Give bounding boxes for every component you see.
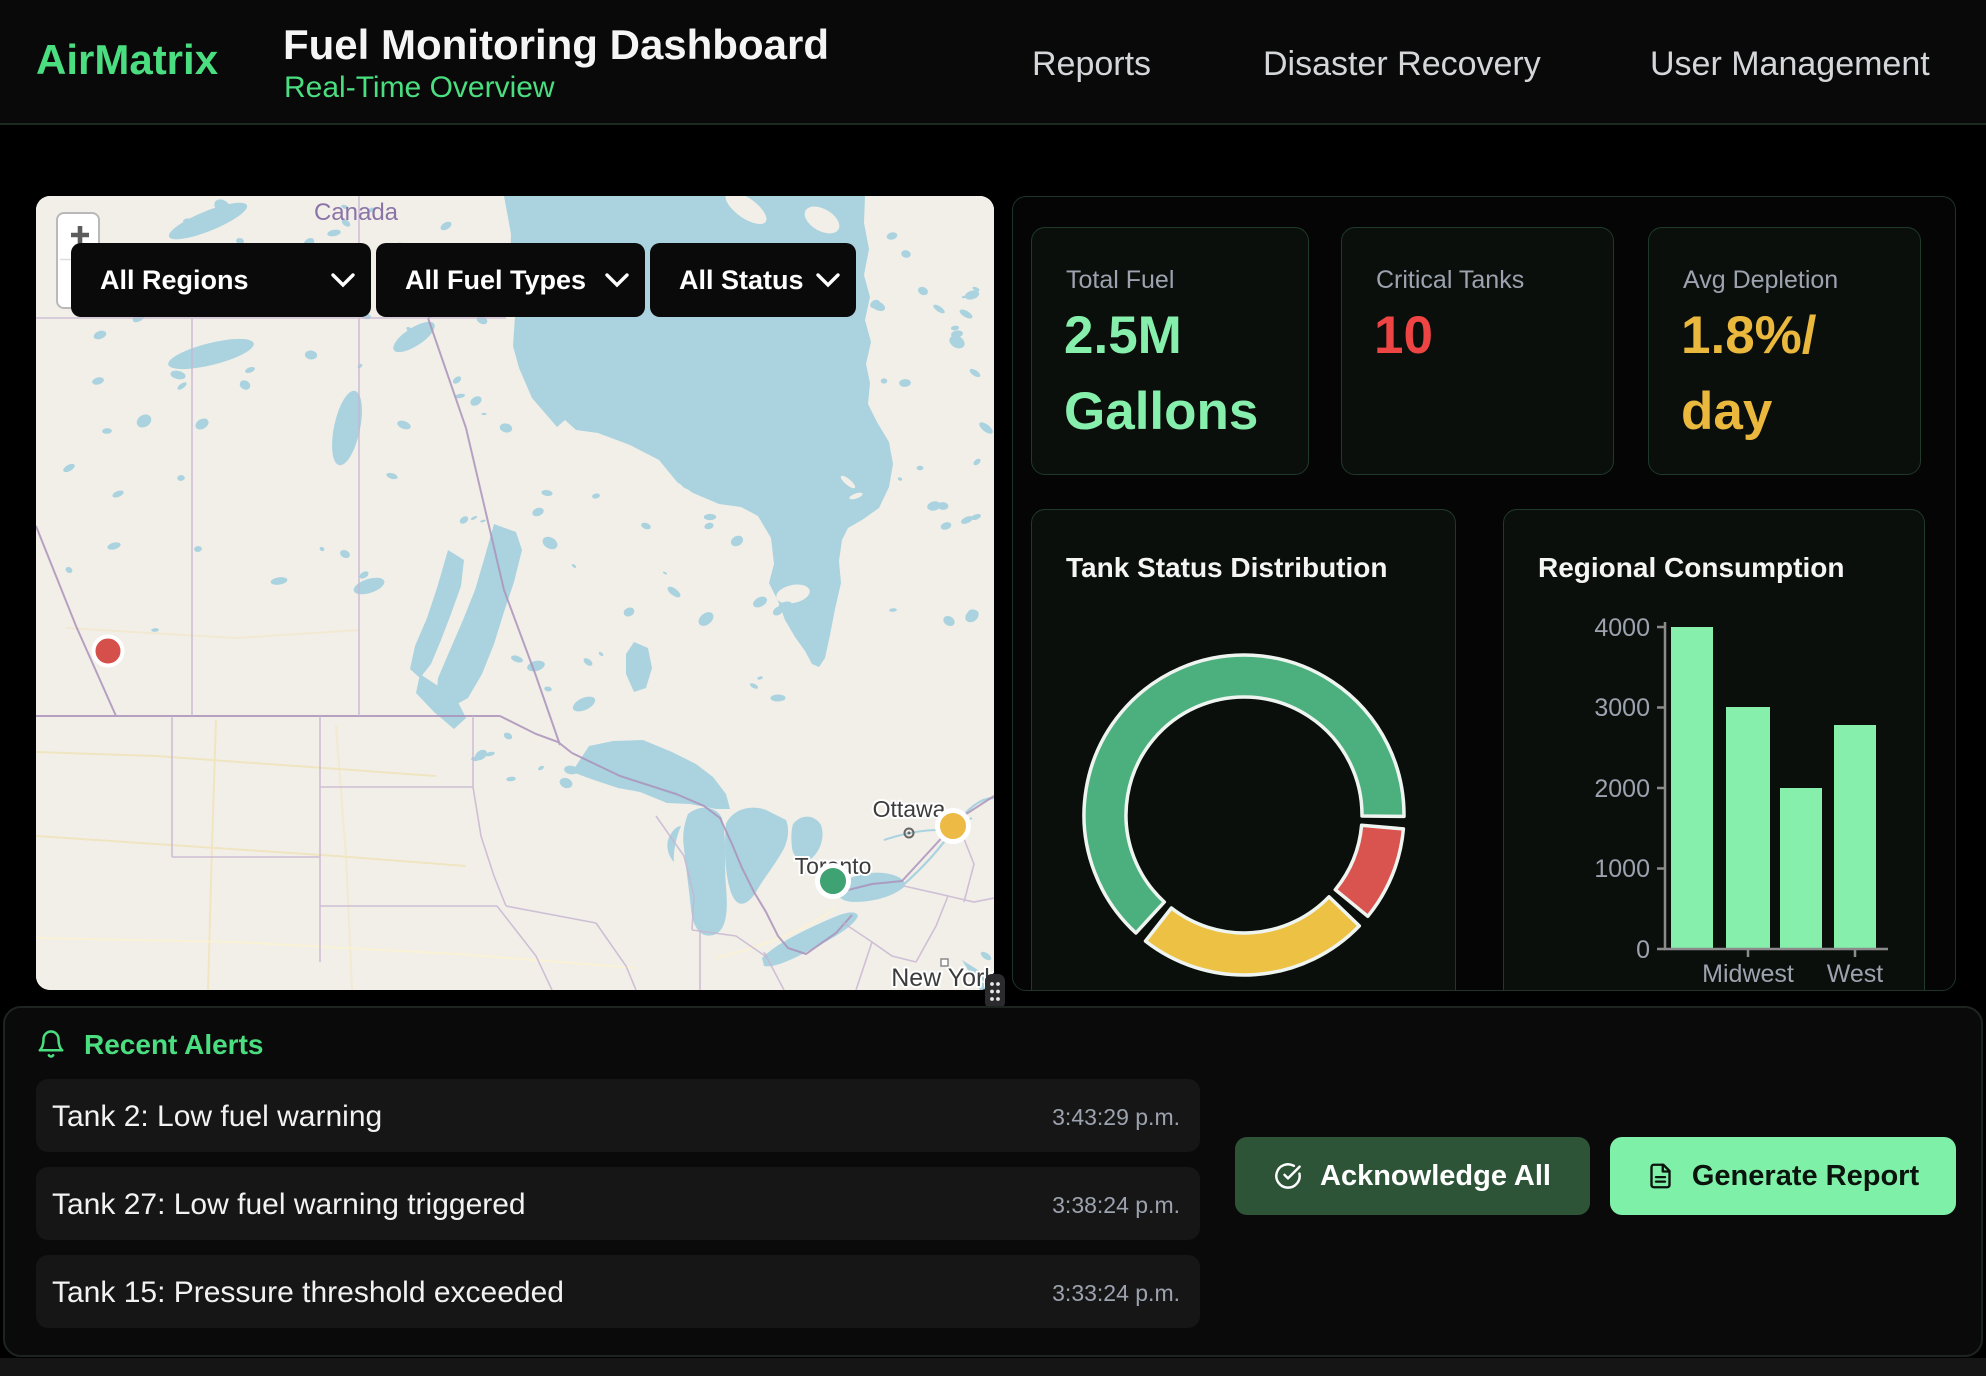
- svg-text:Ottawa: Ottawa: [873, 796, 946, 822]
- svg-text:1000: 1000: [1594, 855, 1650, 883]
- svg-text:3000: 3000: [1594, 694, 1650, 722]
- svg-text:4000: 4000: [1594, 614, 1650, 642]
- svg-text:0: 0: [1636, 936, 1650, 964]
- svg-text:New York: New York: [891, 964, 994, 990]
- svg-text:Canada: Canada: [314, 199, 399, 226]
- svg-text:2000: 2000: [1594, 775, 1650, 803]
- svg-text:Midwest: Midwest: [1702, 960, 1794, 988]
- svg-text:West: West: [1827, 960, 1884, 988]
